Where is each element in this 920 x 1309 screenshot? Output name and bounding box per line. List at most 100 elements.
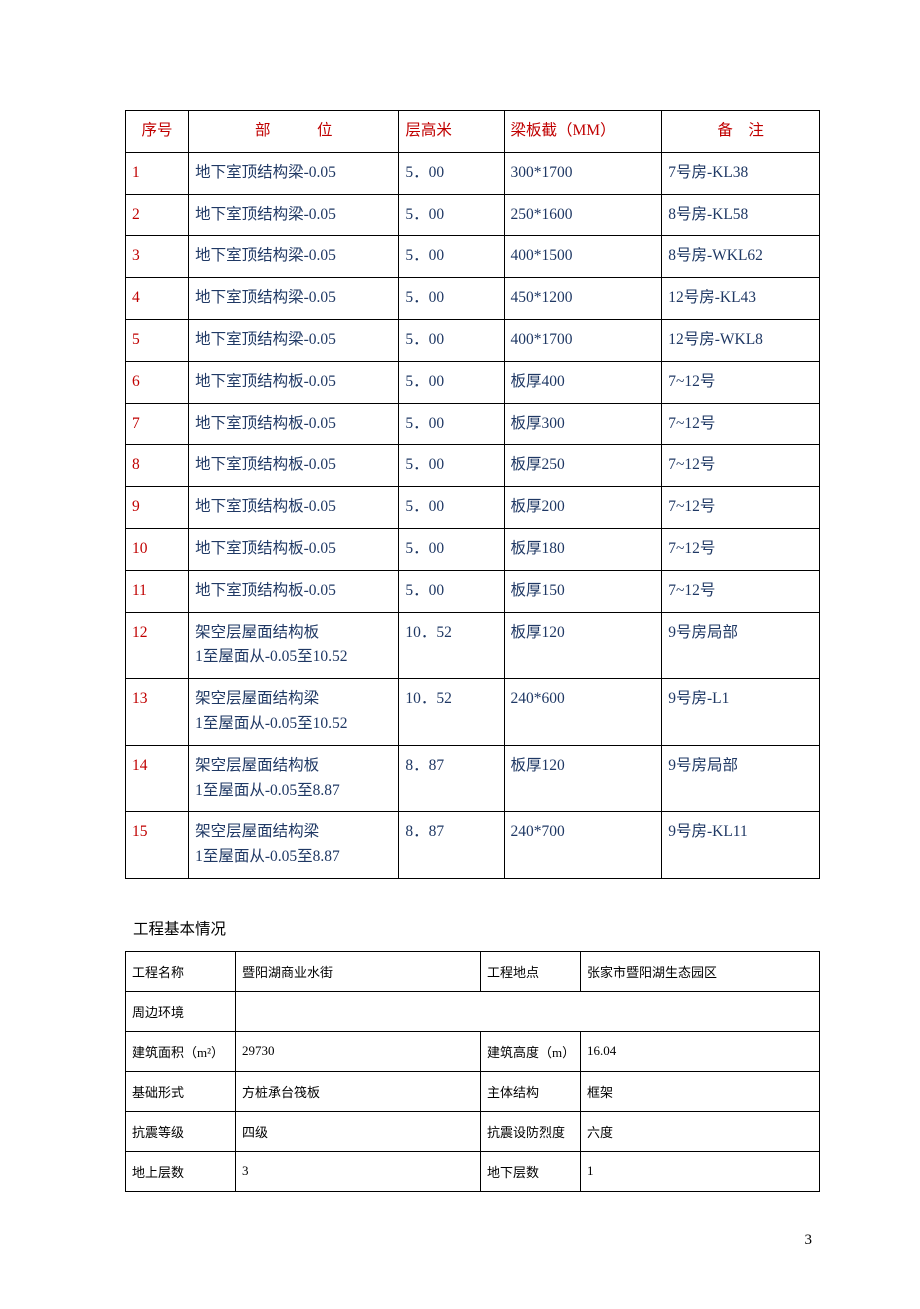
cell-position: 架空层屋面结构梁1至屋面从-0.05至8.87 [189, 812, 399, 879]
cell-section: 250*1600 [504, 194, 662, 236]
cell-section: 板厚200 [504, 487, 662, 529]
cell-height: 5．00 [399, 361, 504, 403]
cell-seq: 10 [126, 528, 189, 570]
cell-note: 7~12号 [662, 528, 820, 570]
header-position: 部 位 [189, 111, 399, 153]
info-value: 暨阳湖商业水街 [236, 951, 481, 991]
info-label: 地下层数 [481, 1151, 581, 1191]
cell-seq: 3 [126, 236, 189, 278]
cell-note: 8号房-WKL62 [662, 236, 820, 278]
cell-position: 地下室顶结构梁-0.05 [189, 152, 399, 194]
info-label: 周边环境 [126, 991, 236, 1031]
cell-height: 5．00 [399, 403, 504, 445]
cell-section: 板厚400 [504, 361, 662, 403]
info-value: 框架 [581, 1071, 820, 1111]
page-number: 3 [125, 1232, 820, 1249]
cell-height: 5．00 [399, 152, 504, 194]
header-height: 层高米 [399, 111, 504, 153]
cell-note: 7~12号 [662, 445, 820, 487]
info-row: 工程名称暨阳湖商业水街工程地点张家市暨阳湖生态园区 [126, 951, 820, 991]
table-row: 13架空层屋面结构梁1至屋面从-0.05至10.5210．52240*6009号… [126, 679, 820, 746]
cell-position: 地下室顶结构板-0.05 [189, 445, 399, 487]
cell-seq: 4 [126, 278, 189, 320]
cell-section: 400*1500 [504, 236, 662, 278]
info-label: 地上层数 [126, 1151, 236, 1191]
cell-position: 地下室顶结构板-0.05 [189, 403, 399, 445]
cell-height: 8．87 [399, 745, 504, 812]
cell-height: 5．00 [399, 194, 504, 236]
cell-position: 地下室顶结构板-0.05 [189, 528, 399, 570]
cell-height: 5．00 [399, 278, 504, 320]
cell-note: 7~12号 [662, 487, 820, 529]
cell-height: 5．00 [399, 528, 504, 570]
cell-note: 9号房局部 [662, 612, 820, 679]
cell-seq: 12 [126, 612, 189, 679]
project-info-table: 工程名称暨阳湖商业水街工程地点张家市暨阳湖生态园区周边环境建筑面积（m²）297… [125, 951, 820, 1192]
cell-position: 地下室顶结构梁-0.05 [189, 236, 399, 278]
cell-note: 9号房-L1 [662, 679, 820, 746]
cell-note: 8号房-KL58 [662, 194, 820, 236]
cell-position: 架空层屋面结构梁1至屋面从-0.05至10.52 [189, 679, 399, 746]
info-row: 周边环境 [126, 991, 820, 1031]
cell-section: 板厚120 [504, 745, 662, 812]
info-label: 抗震等级 [126, 1111, 236, 1151]
cell-position: 地下室顶结构梁-0.05 [189, 278, 399, 320]
cell-section: 板厚250 [504, 445, 662, 487]
table-row: 8地下室顶结构板-0.055．00板厚2507~12号 [126, 445, 820, 487]
cell-section: 板厚150 [504, 570, 662, 612]
info-value: 16.04 [581, 1031, 820, 1071]
cell-seq: 15 [126, 812, 189, 879]
header-seq: 序号 [126, 111, 189, 153]
table-row: 9地下室顶结构板-0.055．00板厚2007~12号 [126, 487, 820, 529]
table-row: 2地下室顶结构梁-0.055．00250*16008号房-KL58 [126, 194, 820, 236]
cell-seq: 1 [126, 152, 189, 194]
cell-height: 5．00 [399, 570, 504, 612]
info-value: 29730 [236, 1031, 481, 1071]
cell-note: 7~12号 [662, 403, 820, 445]
info-label: 主体结构 [481, 1071, 581, 1111]
cell-seq: 14 [126, 745, 189, 812]
info-row: 建筑面积（m²）29730建筑高度（m）16.04 [126, 1031, 820, 1071]
cell-height: 5．00 [399, 236, 504, 278]
info-value: 1 [581, 1151, 820, 1191]
table-header-row: 序号 部 位 层高米 梁板截（MM） 备 注 [126, 111, 820, 153]
info-value: 张家市暨阳湖生态园区 [581, 951, 820, 991]
cell-position: 地下室顶结构板-0.05 [189, 570, 399, 612]
cell-seq: 13 [126, 679, 189, 746]
table-row: 10地下室顶结构板-0.055．00板厚1807~12号 [126, 528, 820, 570]
cell-section: 板厚120 [504, 612, 662, 679]
cell-section: 板厚180 [504, 528, 662, 570]
cell-note: 9号房-KL11 [662, 812, 820, 879]
info-row: 抗震等级四级抗震设防烈度六度 [126, 1111, 820, 1151]
info-label: 工程地点 [481, 951, 581, 991]
info-label: 建筑高度（m） [481, 1031, 581, 1071]
cell-seq: 8 [126, 445, 189, 487]
cell-note: 12号房-KL43 [662, 278, 820, 320]
cell-seq: 9 [126, 487, 189, 529]
info-value: 3 [236, 1151, 481, 1191]
table-row: 5地下室顶结构梁-0.055．00400*170012号房-WKL8 [126, 319, 820, 361]
cell-note: 7~12号 [662, 570, 820, 612]
structure-table: 序号 部 位 层高米 梁板截（MM） 备 注 1地下室顶结构梁-0.055．00… [125, 110, 820, 879]
table-row: 7地下室顶结构板-0.055．00板厚3007~12号 [126, 403, 820, 445]
cell-seq: 2 [126, 194, 189, 236]
cell-height: 5．00 [399, 487, 504, 529]
header-note: 备 注 [662, 111, 820, 153]
table-row: 6地下室顶结构板-0.055．00板厚4007~12号 [126, 361, 820, 403]
cell-seq: 11 [126, 570, 189, 612]
cell-note: 12号房-WKL8 [662, 319, 820, 361]
table-row: 11地下室顶结构板-0.055．00板厚1507~12号 [126, 570, 820, 612]
table-row: 3地下室顶结构梁-0.055．00400*15008号房-WKL62 [126, 236, 820, 278]
info-value: 方桩承台筏板 [236, 1071, 481, 1111]
section-title: 工程基本情况 [133, 917, 820, 939]
info-value: 四级 [236, 1111, 481, 1151]
cell-position: 地下室顶结构梁-0.05 [189, 194, 399, 236]
info-value [236, 991, 820, 1031]
cell-note: 9号房局部 [662, 745, 820, 812]
cell-note: 7号房-KL38 [662, 152, 820, 194]
cell-seq: 5 [126, 319, 189, 361]
cell-seq: 6 [126, 361, 189, 403]
cell-section: 板厚300 [504, 403, 662, 445]
header-section: 梁板截（MM） [504, 111, 662, 153]
info-label: 基础形式 [126, 1071, 236, 1111]
